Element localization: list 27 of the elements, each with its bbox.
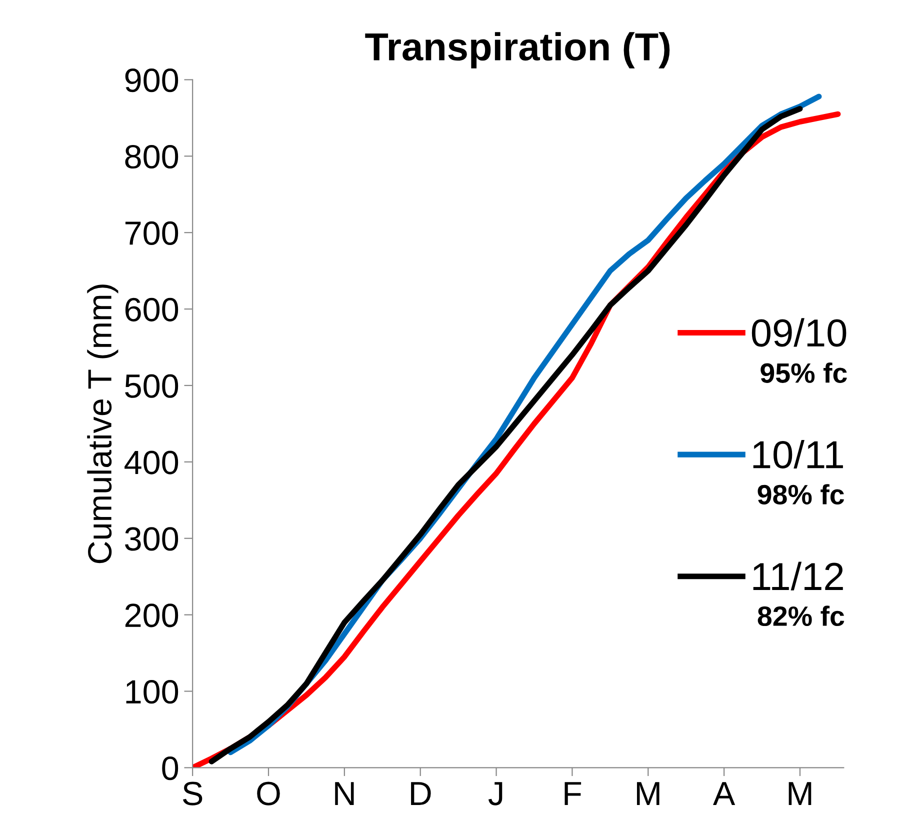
y-tick-label: 400 xyxy=(124,450,178,474)
x-tick-label: S xyxy=(182,782,202,806)
x-tick-label: A xyxy=(713,782,736,806)
x-tick-label: M xyxy=(788,782,812,806)
y-axis-title: Cumulative T (mm) xyxy=(87,284,118,564)
x-tick-label: N xyxy=(335,782,354,806)
y-tick-label: 0 xyxy=(162,756,178,780)
y-tick-label: 300 xyxy=(125,527,178,551)
x-tick-label: J xyxy=(488,782,502,806)
chart-title: Transpiration (T) xyxy=(365,32,670,68)
legend-label: 11/12 xyxy=(753,562,843,590)
annotation: 82% fc xyxy=(758,606,844,626)
y-tick-label: 200 xyxy=(125,604,178,628)
y-tick-label: 500 xyxy=(125,374,178,398)
y-tick-label: 100 xyxy=(126,680,178,704)
y-tick-label: 600 xyxy=(125,298,178,322)
x-tick-label: F xyxy=(564,782,582,806)
y-tick-label: 700 xyxy=(125,221,178,245)
legend-label: 09/10 xyxy=(752,318,846,347)
x-tick-label: M xyxy=(636,782,660,806)
legend-label: 10/11 xyxy=(753,440,843,469)
x-tick-label: D xyxy=(411,782,431,806)
y-tick-label: 800 xyxy=(125,144,178,169)
annotation: 98% fc xyxy=(758,484,844,504)
x-tick-label: O xyxy=(257,782,280,806)
y-tick-label: 900 xyxy=(125,68,178,92)
annotation: 95% fc xyxy=(760,362,847,383)
